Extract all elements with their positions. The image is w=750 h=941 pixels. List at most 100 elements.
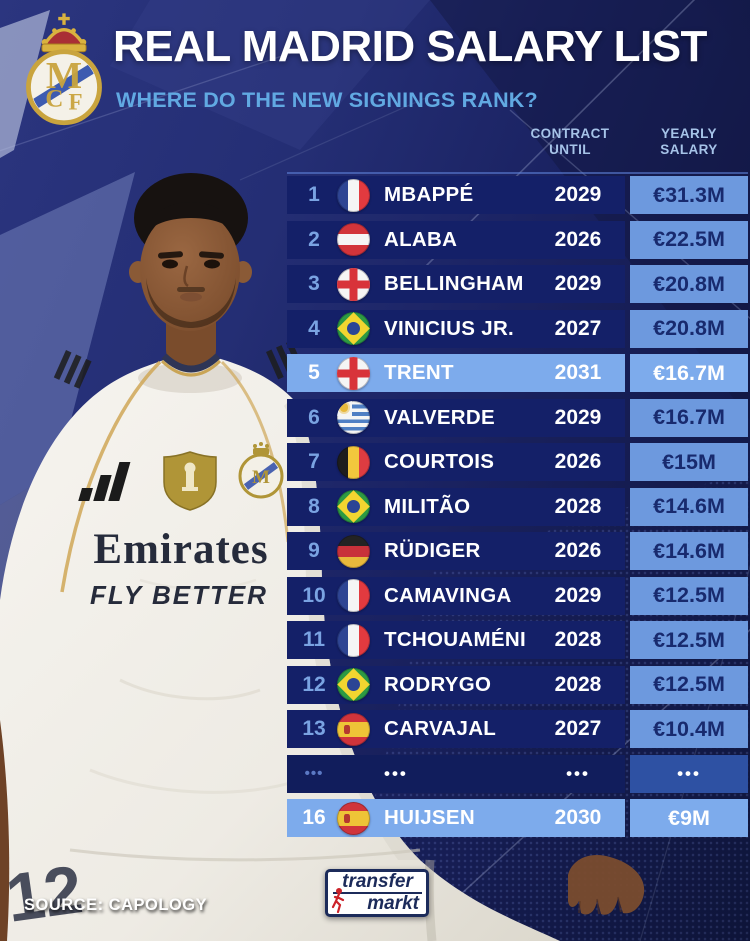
salary-cell: €22.5M <box>630 220 748 259</box>
jersey-tagline-text: FLY BETTER <box>90 580 268 610</box>
salary-cell: €20.8M <box>630 265 748 303</box>
contract-until: 2027 <box>554 316 602 340</box>
column-header-salary: YEARLY SALARY <box>660 126 718 158</box>
salary-value: €9M <box>668 805 710 830</box>
table-row: 6 VALVERDE 2029 €16.7M <box>287 398 748 437</box>
runner-icon <box>331 888 345 913</box>
flag-icon <box>337 579 370 612</box>
row-main: 1 MBAPPÉ 2029 <box>287 176 625 214</box>
rank: 7 <box>308 450 320 473</box>
real-madrid-crest: M C F <box>26 13 102 126</box>
rank: 2 <box>308 227 320 251</box>
contract-until: 2028 <box>554 672 602 696</box>
flag-icon <box>337 356 370 390</box>
player-name: VINICIUS JR. <box>384 316 515 340</box>
contract-until: 2031 <box>554 361 602 384</box>
jersey-crest: M <box>238 442 284 499</box>
salary-cell: €9M <box>630 799 748 837</box>
table-row: 12 RODRYGO 2028 €12.5M <box>287 665 748 704</box>
salary-value: €14.6M <box>653 494 725 518</box>
flag-icon <box>337 712 370 746</box>
player-name: TRENT <box>384 361 454 384</box>
table-row: 1 MBAPPÉ 2029 €31.3M <box>287 176 748 214</box>
contract-until: 2029 <box>554 272 602 295</box>
salary-value: €20.8M <box>653 271 725 296</box>
rank: 1 <box>308 183 320 206</box>
contract-until: 2028 <box>554 628 602 651</box>
table-row: 7 COURTOIS 2026 €15M <box>287 443 748 481</box>
player-name: VALVERDE <box>384 405 495 429</box>
table-row: 4 VINICIUS JR. 2027 €20.8M <box>287 309 748 348</box>
salary-value: €14.6M <box>653 538 725 563</box>
contract-until: 2029 <box>554 183 602 206</box>
row-main: 2 ALABA 2026 <box>287 220 625 259</box>
salary-value: €15M <box>662 449 716 474</box>
salary-cell: €31.3M <box>630 176 748 214</box>
salary-value: €16.7M <box>653 360 725 385</box>
rank: 8 <box>308 494 320 518</box>
salary-cell: €12.5M <box>630 576 748 615</box>
jersey-sponsor-text: Emirates <box>93 526 268 573</box>
rank: 12 <box>302 672 326 696</box>
player-name: TCHOUAMÉNI <box>384 628 526 651</box>
contract-until: 2026 <box>554 450 602 473</box>
table-row: 16 HUIJSEN 2030 €9M <box>287 799 748 837</box>
flag-icon <box>337 401 370 434</box>
player-name: ••• <box>384 763 408 783</box>
table-row: 11 TCHOUAMÉNI 2028 €12.5M <box>287 621 748 659</box>
row-main: 4 VINICIUS JR. 2027 <box>287 309 625 348</box>
row-main: 5 TRENT 2031 <box>287 354 625 392</box>
row-main: 7 COURTOIS 2026 <box>287 443 625 481</box>
player-name: COURTOIS <box>384 450 495 473</box>
salary-value: €12.5M <box>653 627 725 652</box>
salary-value: €10.4M <box>653 716 725 741</box>
flag-icon <box>337 490 370 523</box>
flag-icon <box>337 445 370 479</box>
row-main: 6 VALVERDE 2029 <box>287 398 625 437</box>
rank: 16 <box>302 806 326 829</box>
flag-icon <box>337 801 370 835</box>
salary-value: €20.8M <box>653 316 725 340</box>
player-name: MILITÃO <box>384 494 471 518</box>
flag-icon <box>337 223 370 256</box>
table-row: 2 ALABA 2026 €22.5M <box>287 220 748 259</box>
contract-until: 2029 <box>554 405 602 429</box>
player-name: MBAPPÉ <box>384 183 474 206</box>
salary-cell: €14.6M <box>630 487 748 526</box>
svg-text:M: M <box>46 55 82 97</box>
rank: 5 <box>308 361 320 384</box>
salary-value: €16.7M <box>653 405 725 429</box>
player-name: RODRYGO <box>384 672 492 696</box>
row-main: 13 CARVAJAL 2027 <box>287 710 625 748</box>
player-name: CAMAVINGA <box>384 583 512 607</box>
salary-cell: €16.7M <box>630 398 748 437</box>
rank: ••• <box>304 765 324 782</box>
table-top-divider <box>287 172 748 174</box>
row-main: 8 MILITÃO 2028 <box>287 487 625 526</box>
page-title: REAL MADRID SALARY LIST <box>113 22 707 71</box>
transfermarkt-logo-line2: markt <box>367 893 419 914</box>
transfermarkt-logo-line1: transfer <box>333 872 422 894</box>
row-main: 11 TCHOUAMÉNI 2028 <box>287 621 625 659</box>
rank: 6 <box>308 405 320 429</box>
row-main: 10 CAMAVINGA 2029 <box>287 576 625 615</box>
rank: 3 <box>308 272 320 295</box>
club-world-cup-badge <box>163 451 217 511</box>
player-name: HUIJSEN <box>384 806 475 829</box>
contract-until: 2029 <box>554 583 602 607</box>
salary-cell: €12.5M <box>630 665 748 704</box>
row-main: 9 RÜDIGER 2026 <box>287 532 625 570</box>
page-subtitle: WHERE DO THE NEW SIGNINGS RANK? <box>116 88 538 112</box>
flag-icon <box>337 623 370 657</box>
player-name: BELLINGHAM <box>384 272 524 295</box>
salary-cell: €12.5M <box>630 621 748 659</box>
salary-cell: €14.6M <box>630 532 748 570</box>
row-main: 3 BELLINGHAM 2029 <box>287 265 625 303</box>
source-credit: SOURCE: CAPOLOGY <box>24 896 208 914</box>
svg-text:C: C <box>45 85 63 112</box>
player-name: ALABA <box>384 227 458 251</box>
salary-value: €31.3M <box>653 182 725 207</box>
player-name: RÜDIGER <box>384 539 481 562</box>
table-row: 8 MILITÃO 2028 €14.6M <box>287 487 748 526</box>
